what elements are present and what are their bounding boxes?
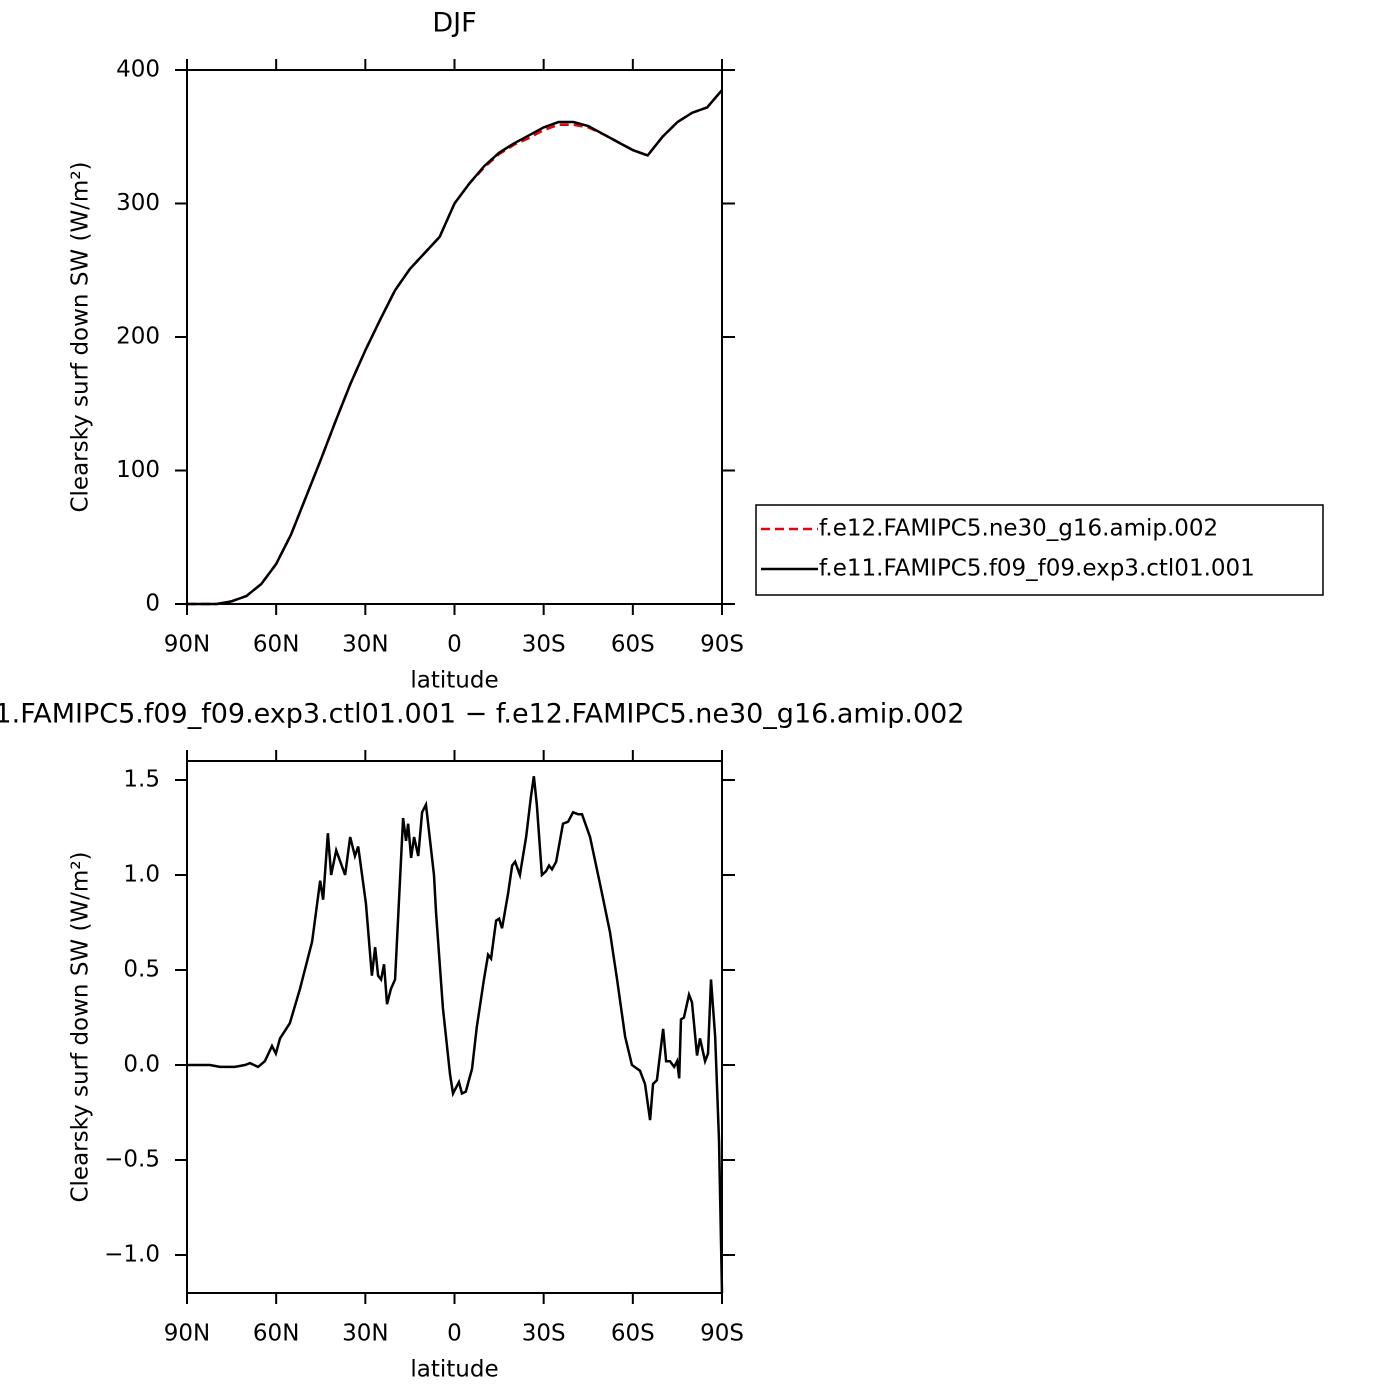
- y-tick-label: 300: [116, 190, 160, 216]
- chart-title: f.e11.FAMIPC5.f09_f09.exp3.ctl01.001 − f…: [0, 699, 964, 730]
- x-axis-label: latitude: [410, 668, 498, 694]
- plot-frame: [186, 760, 723, 1294]
- y-tick-label: 1.0: [123, 862, 160, 888]
- data-line: [187, 776, 724, 1294]
- x-tick-label: 60S: [611, 1321, 655, 1347]
- plot-frame: [186, 69, 723, 605]
- x-tick-label: 30N: [342, 632, 388, 658]
- y-tick-label: 0: [145, 591, 160, 617]
- y-tick-label: 1.5: [123, 767, 160, 793]
- data-line: [187, 89, 723, 606]
- y-tick-label: −1.0: [104, 1242, 160, 1268]
- x-tick-label: 90S: [700, 632, 744, 658]
- y-tick-label: 0.5: [123, 957, 160, 983]
- x-tick-label: 0: [447, 632, 462, 658]
- legend-label: f.e11.FAMIPC5.f09_f09.exp3.ctl01.001: [819, 556, 1255, 582]
- x-tick-label: 90N: [164, 1321, 210, 1347]
- x-tick-label: 90N: [164, 632, 210, 658]
- y-tick-label: 200: [116, 324, 160, 350]
- y-axis-label: Clearsky surf down SW (W/m²): [68, 161, 94, 512]
- x-tick-label: 30S: [522, 632, 566, 658]
- x-tick-label: 0: [447, 1321, 462, 1347]
- x-axis-label: latitude: [410, 1357, 498, 1383]
- x-tick-label: 60S: [611, 632, 655, 658]
- x-tick-label: 60N: [253, 1321, 299, 1347]
- y-tick-label: 400: [116, 57, 160, 83]
- y-axis-label: Clearsky surf down SW (W/m²): [68, 851, 94, 1202]
- x-tick-label: 30N: [342, 1321, 388, 1347]
- data-line: [187, 89, 723, 606]
- y-tick-label: 100: [116, 457, 160, 483]
- x-tick-label: 30S: [522, 1321, 566, 1347]
- legend-label: f.e12.FAMIPC5.ne30_g16.amip.002: [819, 516, 1218, 542]
- x-tick-label: 90S: [700, 1321, 744, 1347]
- y-tick-label: 0.0: [123, 1052, 160, 1078]
- legend-box: [755, 504, 1324, 596]
- x-tick-label: 60N: [253, 632, 299, 658]
- y-tick-label: −0.5: [104, 1147, 160, 1173]
- chart-title: DJF: [432, 8, 476, 39]
